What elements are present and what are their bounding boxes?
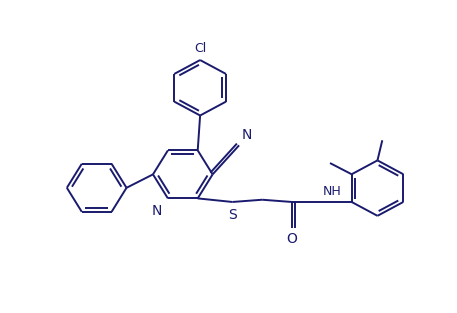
Text: Cl: Cl xyxy=(194,42,206,55)
Text: S: S xyxy=(228,208,237,222)
Text: N: N xyxy=(152,204,162,218)
Text: N: N xyxy=(241,128,252,142)
Text: NH: NH xyxy=(323,184,341,198)
Text: O: O xyxy=(287,232,298,246)
